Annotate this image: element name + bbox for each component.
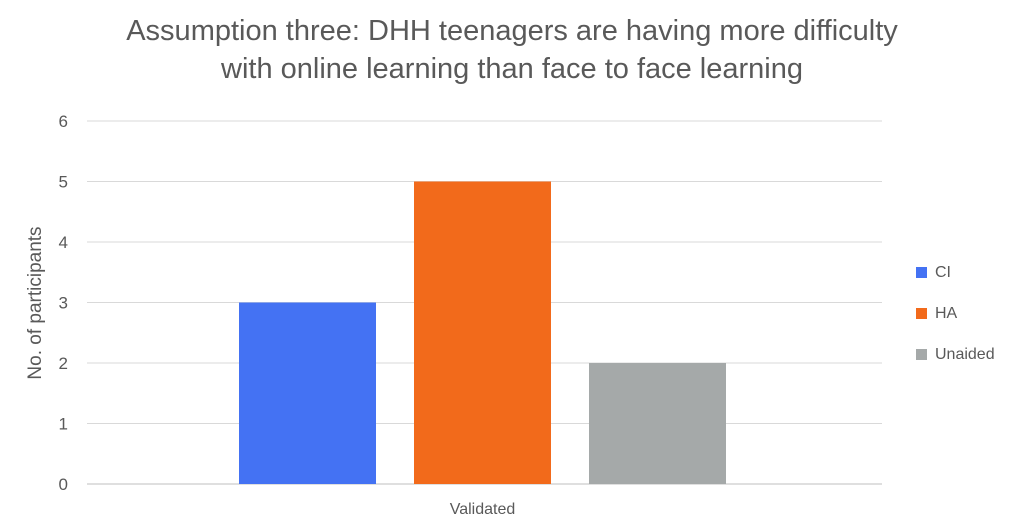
chart-title: Assumption three: DHH teenagers are havi… bbox=[0, 12, 1024, 88]
legend-swatch-ha bbox=[916, 308, 927, 319]
legend-swatch-ci bbox=[916, 267, 927, 278]
chart-title-line-2: with online learning than face to face l… bbox=[221, 53, 803, 85]
y-tick-label-4: 4 bbox=[59, 233, 68, 252]
bar-ci bbox=[239, 302, 376, 484]
bar-ha bbox=[414, 181, 551, 484]
legend: CI HA Unaided bbox=[916, 262, 995, 385]
legend-item-ha: HA bbox=[916, 303, 995, 324]
chart-title-line-1: Assumption three: DHH teenagers are havi… bbox=[126, 15, 898, 47]
y-tick-label-6: 6 bbox=[59, 112, 68, 131]
legend-swatch-unaided bbox=[916, 349, 927, 360]
legend-item-ci: CI bbox=[916, 262, 995, 283]
y-tick-label-5: 5 bbox=[59, 173, 68, 192]
y-tick-label-1: 1 bbox=[59, 415, 68, 434]
bar-unaided bbox=[589, 363, 726, 484]
legend-label-unaided: Unaided bbox=[935, 345, 995, 363]
x-category-label: Validated bbox=[450, 501, 516, 518]
y-tick-label-3: 3 bbox=[59, 294, 68, 313]
y-tick-label-2: 2 bbox=[59, 354, 68, 373]
y-tick-label-0: 0 bbox=[59, 475, 68, 494]
legend-item-unaided: Unaided bbox=[916, 344, 995, 365]
legend-label-ci: CI bbox=[935, 263, 951, 281]
legend-label-ha: HA bbox=[935, 304, 958, 322]
